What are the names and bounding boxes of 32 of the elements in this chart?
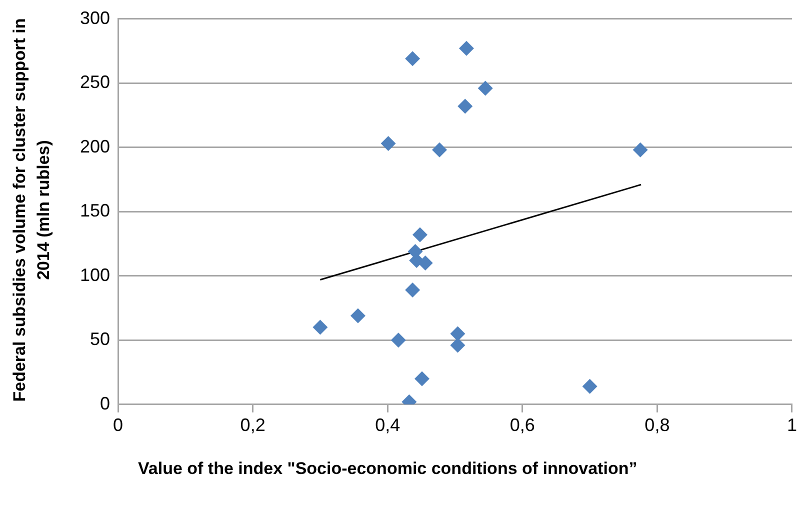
x-axis-title: Value of the index "Socio-economic conditions of innovation” [138,458,638,480]
point [450,326,466,342]
point [405,51,420,66]
y-tick-label: 100 [80,264,110,285]
point [412,227,428,242]
point [390,332,406,348]
y-tick-label: 50 [90,329,110,350]
x-tick-label: 0,4 [375,415,400,436]
y-tick-label: 300 [80,8,110,28]
x-tick-label: 0,8 [644,415,670,436]
x-tick-label: 0,6 [510,415,535,436]
x-tick-label: 0,2 [240,415,266,436]
y-tick-label: 150 [80,200,110,221]
point [458,40,474,56]
point [632,142,648,158]
point [432,142,448,158]
y-axis-title: Federal subsidies volume for cluster support in 2014 (mln rubles) [9,17,54,404]
point [405,282,420,298]
point [350,308,366,324]
point [414,371,430,386]
point [582,378,598,394]
point [458,98,473,114]
point [380,136,396,151]
x-tick-label: 1 [786,415,797,436]
point [450,338,466,353]
y-tick-label: 250 [80,72,110,92]
x-tick-label: 0 [113,415,124,436]
point [478,80,493,96]
point [312,320,328,335]
y-tick-label: 0 [100,393,110,414]
y-tick-label: 200 [80,136,110,156]
point [418,256,433,271]
